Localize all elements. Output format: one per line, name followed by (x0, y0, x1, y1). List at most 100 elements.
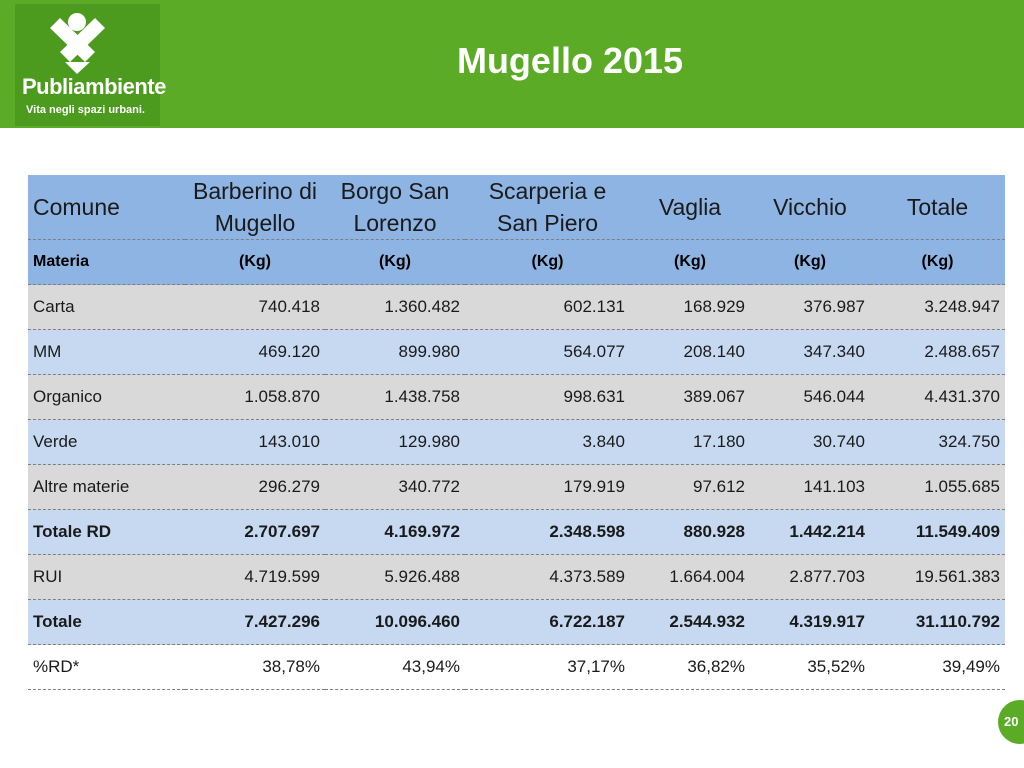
cell: 7.427.296 (185, 599, 325, 645)
logo-tagline: Vita negli spazi urbani. (26, 104, 145, 116)
table-row: Carta 740.418 1.360.482 602.131 168.929 376.9… (28, 284, 1005, 330)
header-row: Comune Barberino di Mugello Borgo San Lore… (28, 175, 1005, 240)
row-label: Totale (28, 599, 185, 645)
row-label: Carta (28, 284, 185, 330)
cell: 469.120 (185, 329, 325, 375)
data-table: Comune Barberino di Mugello Borgo San Lore… (28, 175, 1005, 690)
cell: 564.077 (465, 329, 630, 375)
cell: 296.279 (185, 464, 325, 510)
cell: 179.919 (465, 464, 630, 510)
logo (15, 4, 160, 126)
cell: 30.740 (750, 419, 870, 465)
table-row: %RD* 38,78% 43,94% 37,17% 36,82% 35,52% 39,49% (28, 644, 1005, 690)
cell: 602.131 (465, 284, 630, 330)
cell: 129.980 (325, 419, 465, 465)
cell: 168.929 (630, 284, 750, 330)
table-row: RUI 4.719.599 5.926.488 4.373.589 1.664.004 2… (28, 554, 1005, 600)
cell: 43,94% (325, 644, 465, 690)
cell: 143.010 (185, 419, 325, 465)
logo-base (65, 62, 90, 74)
cell: 17.180 (630, 419, 750, 465)
logo-cross (50, 18, 105, 62)
unit-header: (Kg) (750, 239, 870, 285)
cell: 340.772 (325, 464, 465, 510)
cell: 2.544.932 (630, 599, 750, 645)
row-label: Altre materie (28, 464, 185, 510)
row-label: Totale RD (28, 509, 185, 555)
header-band (0, 0, 1024, 128)
cell: 2.707.697 (185, 509, 325, 555)
cell: 1.360.482 (325, 284, 465, 330)
table-row: Verde 143.010 129.980 3.840 17.180 30.740 324.… (28, 419, 1005, 465)
cell: 3.840 (465, 419, 630, 465)
cell: 10.096.460 (325, 599, 465, 645)
unit-header: (Kg) (185, 239, 325, 285)
column-header: Barberino di Mugello (185, 175, 325, 240)
column-header: Scarperia e San Piero (465, 175, 630, 240)
cell: 4.373.589 (465, 554, 630, 600)
cell: 5.926.488 (325, 554, 465, 600)
slide-title: Mugello 2015 (456, 40, 684, 81)
cell: 2.488.657 (870, 329, 1005, 375)
unit-header: (Kg) (630, 239, 750, 285)
table-row: Totale 7.427.296 10.096.460 6.722.187 2.544.… (28, 599, 1005, 645)
page-number: 20 (998, 700, 1024, 744)
cell: 37,17% (465, 644, 630, 690)
cell: 6.722.187 (465, 599, 630, 645)
column-header: Borgo San Lorenzo (325, 175, 465, 240)
unit-header: Materia (28, 239, 185, 285)
cell: 19.561.383 (870, 554, 1005, 600)
cell: 97.612 (630, 464, 750, 510)
table-row: Organico 1.058.870 1.438.758 998.631 389.067… (28, 374, 1005, 420)
cell: 389.067 (630, 374, 750, 420)
cell: 546.044 (750, 374, 870, 420)
column-header: Totale (870, 175, 1005, 240)
cell: 4.319.917 (750, 599, 870, 645)
logo-icon (50, 13, 105, 74)
cell: 740.418 (185, 284, 325, 330)
cell: 2.348.598 (465, 509, 630, 555)
cell: 1.664.004 (630, 554, 750, 600)
unit-header: (Kg) (325, 239, 465, 285)
cell: 899.980 (325, 329, 465, 375)
table-row: Totale RD 2.707.697 4.169.972 2.348.598 880.… (28, 509, 1005, 555)
cell: 880.928 (630, 509, 750, 555)
column-header: Vicchio (750, 175, 870, 240)
cell: 141.103 (750, 464, 870, 510)
cell: 39,49% (870, 644, 1005, 690)
cell: 324.750 (870, 419, 1005, 465)
table-row: MM 469.120 899.980 564.077 208.140 347.340 2.4… (28, 329, 1005, 375)
cell: 1.442.214 (750, 509, 870, 555)
column-header: Vaglia (630, 175, 750, 240)
cell: 35,52% (750, 644, 870, 690)
cell: 347.340 (750, 329, 870, 375)
row-label: Verde (28, 419, 185, 465)
cell: 1.438.758 (325, 374, 465, 420)
row-label: Organico (28, 374, 185, 420)
units-row: Materia (Kg) (Kg) (Kg) (Kg) (Kg) (Kg) (28, 239, 1005, 285)
cell: 4.169.972 (325, 509, 465, 555)
unit-header: (Kg) (465, 239, 630, 285)
row-label: MM (28, 329, 185, 375)
cell: 36,82% (630, 644, 750, 690)
logo-head (68, 13, 86, 31)
table-row: Altre materie 296.279 340.772 179.919 97.612… (28, 464, 1005, 510)
cell: 208.140 (630, 329, 750, 375)
cell: 3.248.947 (870, 284, 1005, 330)
cell: 4.719.599 (185, 554, 325, 600)
cell: 31.110.792 (870, 599, 1005, 645)
cell: 11.549.409 (870, 509, 1005, 555)
logo-name: Publiambiente (22, 74, 166, 99)
unit-header: (Kg) (870, 239, 1005, 285)
cell: 2.877.703 (750, 554, 870, 600)
cell: 38,78% (185, 644, 325, 690)
row-label: RUI (28, 554, 185, 600)
cell: 376.987 (750, 284, 870, 330)
cell: 1.055.685 (870, 464, 1005, 510)
cell: 4.431.370 (870, 374, 1005, 420)
cell: 998.631 (465, 374, 630, 420)
cell: 1.058.870 (185, 374, 325, 420)
column-header: Comune (28, 175, 185, 240)
row-label: %RD* (28, 644, 185, 690)
